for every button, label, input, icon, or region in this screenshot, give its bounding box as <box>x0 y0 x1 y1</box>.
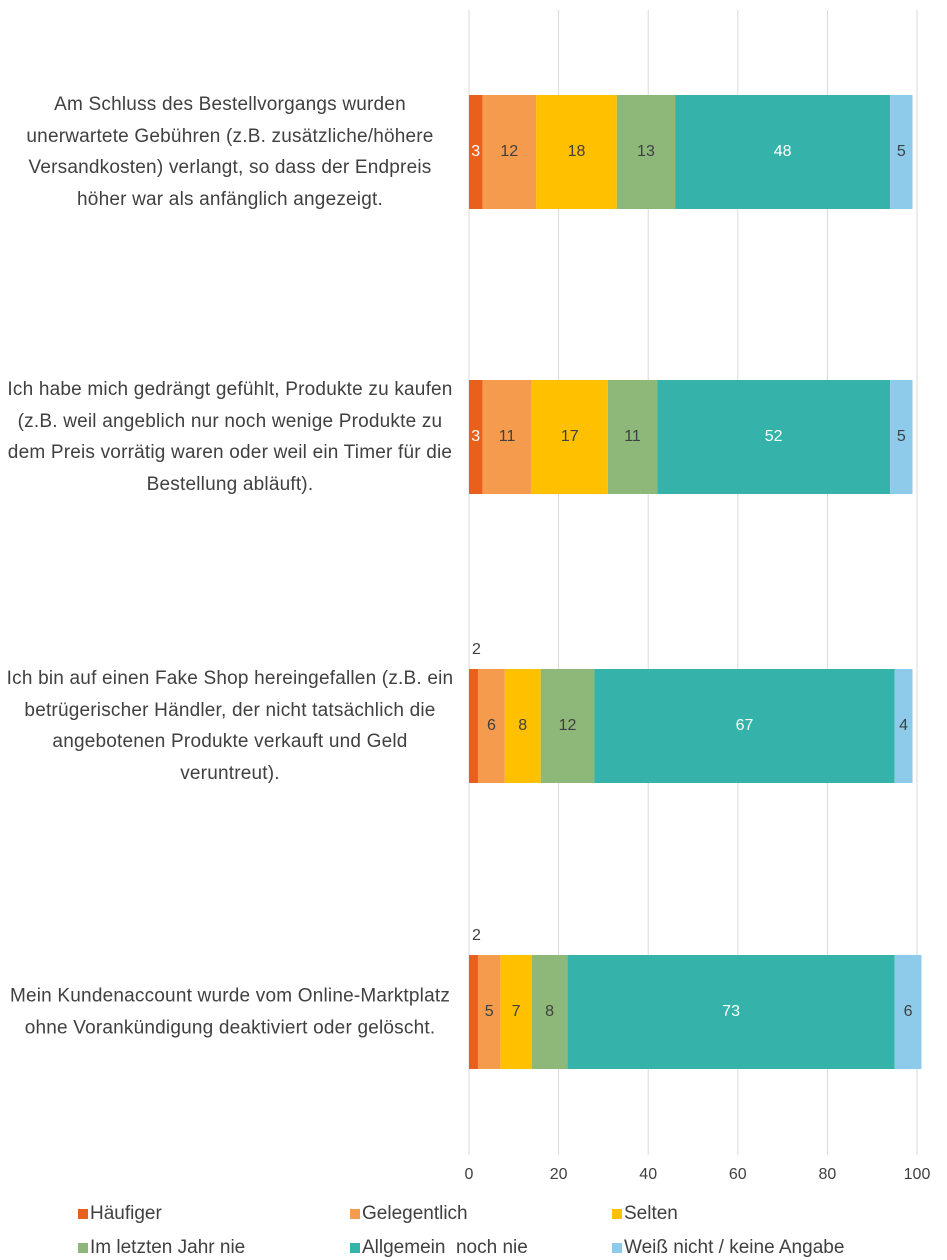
category-label: Mein Kundenaccount wurde vom Online-Mark… <box>9 985 451 1039</box>
legend-label: Häufiger <box>90 1203 162 1224</box>
bar-segment <box>657 380 891 494</box>
data-label: 12 <box>559 717 577 734</box>
x-tick-label: 100 <box>904 1166 931 1183</box>
bar-segment <box>607 380 658 494</box>
legend-label: Allgemein noch nie <box>362 1237 528 1258</box>
data-label: 7 <box>512 1003 521 1020</box>
data-label: 18 <box>568 143 586 160</box>
bar-segment <box>482 380 532 494</box>
legend-swatch <box>350 1209 360 1219</box>
legend-swatch <box>350 1243 360 1253</box>
data-label: 5 <box>897 143 906 160</box>
category-label: Am Schluss des Bestellvorgangs wurden un… <box>26 94 434 210</box>
x-tick-label: 80 <box>819 1166 837 1183</box>
data-label: 11 <box>499 428 516 445</box>
bar-segment <box>477 955 501 1069</box>
data-label: 5 <box>485 1003 494 1020</box>
bar-segment <box>469 95 483 209</box>
data-label: 4 <box>899 717 908 734</box>
data-label: 52 <box>765 428 783 445</box>
bar-segment <box>477 669 505 783</box>
legend-swatch <box>612 1243 622 1253</box>
data-label: 6 <box>904 1003 913 1020</box>
bar-segment <box>594 669 895 783</box>
bar-segment <box>469 380 483 494</box>
legend-label: Gelegentlich <box>362 1203 468 1224</box>
bar-segment <box>890 380 913 494</box>
x-tick-label: 40 <box>639 1166 657 1183</box>
bar-segment <box>482 95 537 209</box>
data-label: 6 <box>487 717 496 734</box>
legend-swatch <box>78 1243 88 1253</box>
x-tick-label: 0 <box>465 1166 474 1183</box>
bar-segment <box>500 955 532 1069</box>
data-label: 8 <box>545 1003 554 1020</box>
data-label: 67 <box>736 717 754 734</box>
data-label: 11 <box>624 428 641 445</box>
legend-label: Im letzten Jahr nie <box>90 1237 245 1258</box>
bar-segment <box>567 955 895 1069</box>
bar-segment <box>675 95 891 209</box>
data-label: 5 <box>897 428 906 445</box>
bar-segment <box>536 95 617 209</box>
data-label: 73 <box>722 1003 740 1020</box>
bar-segment <box>469 669 478 783</box>
legend-swatch <box>78 1209 88 1219</box>
data-label: 8 <box>518 717 527 734</box>
data-label: 3 <box>471 428 480 445</box>
data-label: 17 <box>561 428 579 445</box>
category-label: Ich bin auf einen Fake Shop hereingefall… <box>6 668 454 784</box>
category-label: Ich habe mich gedrängt gefühlt, Produkte… <box>7 379 453 495</box>
x-tick-label: 60 <box>729 1166 747 1183</box>
data-label: 2 <box>472 641 481 658</box>
bar-segment <box>894 955 922 1069</box>
data-label: 3 <box>471 143 480 160</box>
data-label: 2 <box>472 927 481 944</box>
bar-segment <box>890 95 913 209</box>
bar-segment <box>504 669 541 783</box>
legend-swatch <box>612 1209 622 1219</box>
bar-segment <box>531 955 568 1069</box>
data-label: 48 <box>774 143 792 160</box>
bar-segment <box>540 669 595 783</box>
bar-segment <box>616 95 676 209</box>
bar-segment <box>531 380 608 494</box>
x-tick-label: 20 <box>550 1166 568 1183</box>
legend-label: Weiß nicht / keine Angabe <box>624 1237 844 1258</box>
data-label: 13 <box>637 143 655 160</box>
bar-segment <box>469 955 478 1069</box>
legend-label: Selten <box>624 1203 678 1224</box>
data-label: 12 <box>500 143 518 160</box>
bar-segment <box>894 669 913 783</box>
